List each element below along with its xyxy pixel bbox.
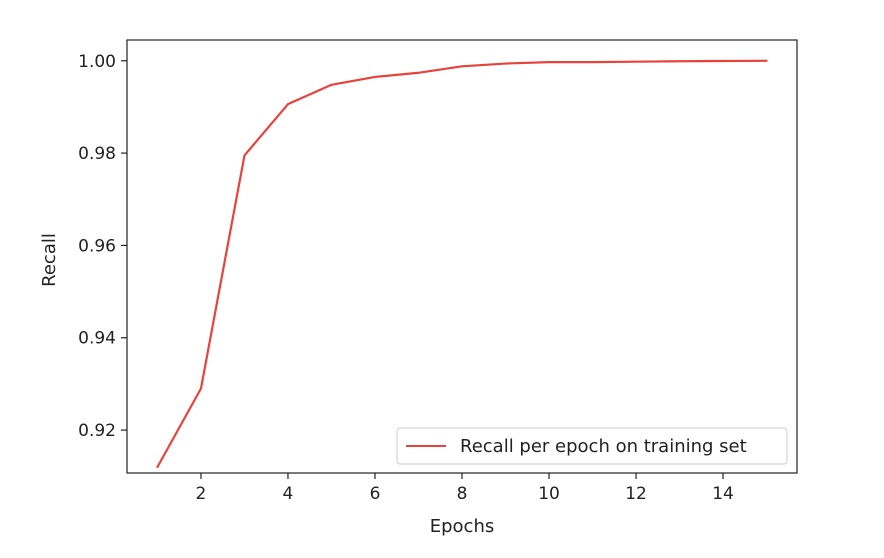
x-tick-label: 8 [457,484,468,504]
x-tick-label: 4 [283,484,294,504]
legend-label: Recall per epoch on training set [460,436,747,457]
x-tick-label: 14 [712,484,734,504]
ticks-layer: 2 4 6 8 10 12 14 0.92 0.94 0.96 0.98 1.00 [78,52,734,504]
plot-frame [126,39,798,474]
x-tick-label: 12 [625,484,647,504]
x-tick-label: 10 [538,484,560,504]
y-tick-label: 0.96 [78,236,116,256]
series-layer [156,59,768,469]
y-tick-label: 0.98 [78,144,116,164]
x-axis-title: Epochs [430,516,495,537]
y-tick-label: 0.94 [78,329,116,349]
series-line [156,59,768,469]
x-tick-label: 2 [196,484,207,504]
legend-box [396,427,788,465]
y-tick-label: 0.92 [78,421,116,441]
y-axis-title: Recall [39,233,60,287]
y-tick-label: 1.00 [78,52,116,72]
legend: Recall per epoch on training set [396,427,788,465]
x-tick-label: 6 [370,484,381,504]
